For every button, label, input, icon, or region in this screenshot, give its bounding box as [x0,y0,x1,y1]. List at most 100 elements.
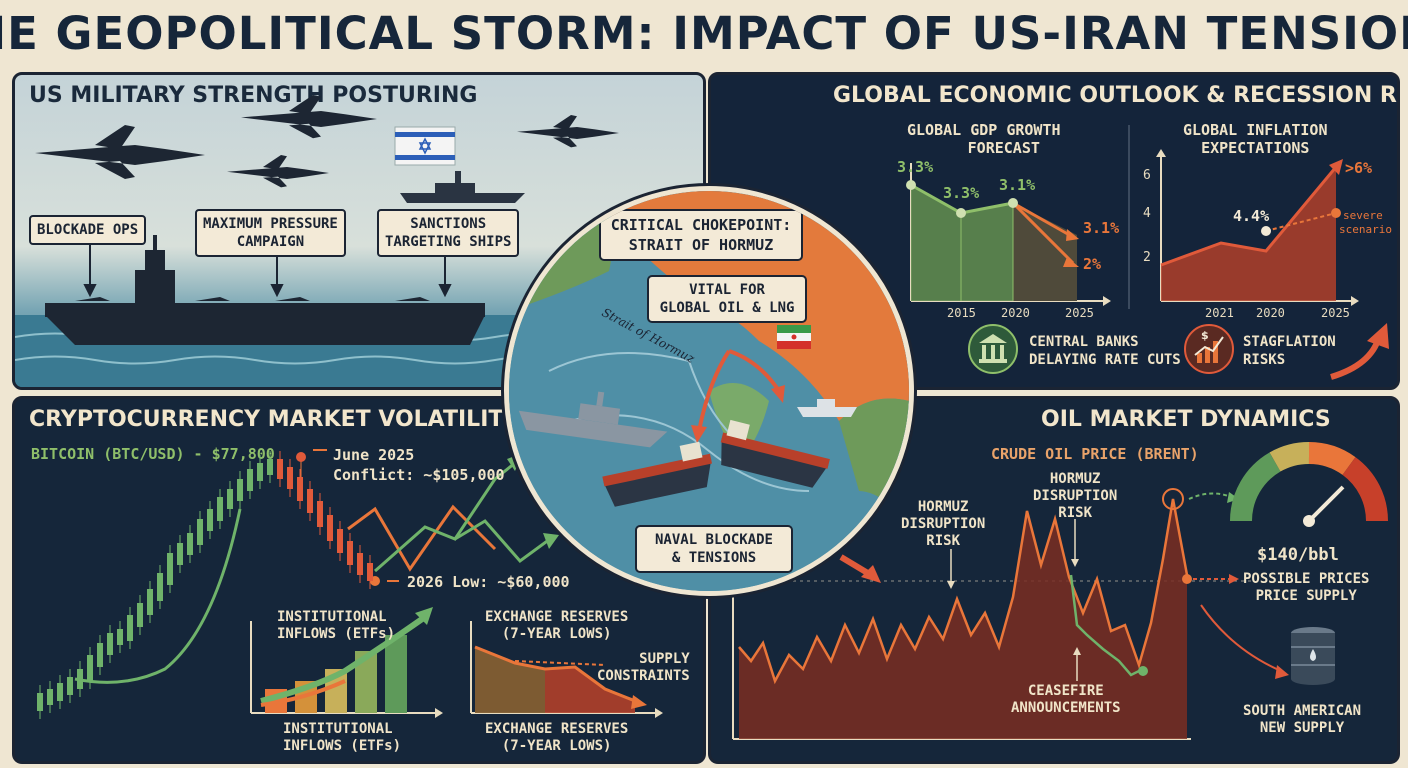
oil-title: OIL MARKET DYNAMICS [1041,407,1331,432]
severe-label: severe [1343,209,1383,222]
candle-body [37,693,43,711]
gdp-title: GLOBAL GDP GROWTH FORECAST [907,121,1061,157]
stagflation-label: STAGFLATION RISKS [1243,334,1336,368]
fighter-jet-icon [35,125,205,179]
naval-blockade-tag: NAVAL BLOCKADE & TENSIONS [635,525,793,573]
hormuz-risk-1-label: HORMUZ DISRUPTION RISK [901,499,986,549]
candle-body [77,669,83,689]
candle-body [227,489,233,509]
candle-body [257,463,263,481]
oil-tanker-icon [602,441,713,507]
candle-body [67,677,73,695]
candle-body [107,633,113,655]
gdp-tick: 2020 [1001,306,1030,320]
inflation-ytick: 4 [1143,206,1151,221]
candle-body [167,553,173,585]
inflation-ytick: 6 [1143,168,1151,183]
ceasefire-label: CEASEFIRE ANNOUNCEMENTS [1011,683,1121,716]
central-banks-label: CENTRAL BANKS DELAYING RATE CUTS [1029,334,1181,368]
possible-prices-label: POSSIBLE PRICES PRICE SUPPLY [1243,571,1370,604]
crypto-title: CRYPTOCURRENCY MARKET VOLATILITY [29,407,520,432]
fighter-jet-icon [241,95,377,139]
candle-body [117,629,123,645]
candle-body [277,459,283,479]
candle-body [147,589,153,615]
candle-body [187,533,193,555]
oil-price-chart [732,441,1388,740]
inflation-ytick: 2 [1143,250,1151,265]
candle-body [157,573,163,601]
candle-body [137,603,143,627]
economy-title: GLOBAL ECONOMIC OUTLOOK & RECESSION RISK… [833,83,1400,108]
inflation-xtick: 2020 [1256,306,1285,320]
gdp-label: 3.3% [897,158,933,176]
gdp-label: 3.1% [999,176,1035,194]
gdp-point [906,180,916,190]
oil-tanker-icon [720,419,830,488]
inflation-point-label: 4.4% [1233,207,1269,225]
candle-body [267,459,273,475]
oil-price-line [738,498,1189,685]
candle-body [337,529,343,553]
patrol-boat-icon [797,399,857,417]
reserves-label: EXCHANGE RESERVES (7-YEAR LOWS) [485,609,629,642]
inflation-area [1161,167,1336,301]
severe-label: scenario [1339,223,1392,236]
fighter-jet-icon [517,115,619,148]
june-2025-annotation: June 2025 Conflict: ~$105,000 [333,446,505,484]
gdp-label: 3.3% [943,184,979,202]
fighter-jet-icon [227,155,329,188]
candle-body [367,563,373,581]
svg-text:$: $ [1201,329,1209,342]
inflation-point [1261,226,1271,236]
page-title: THE GEOPOLITICAL STORM: IMPACT OF US-IRA… [0,6,1408,60]
candle-body [237,479,243,501]
chokepoint-title: CRITICAL CHOKEPOINT: STRAIT OF HORMUZ [599,209,803,261]
inflows-label: INSTITUTIONAL INFLOWS (ETFs) [277,609,396,642]
iran-flag-icon [777,325,811,349]
gdp-chart: 3.3% 3.3% 3.1% 3.1% 2% 2015 2020 2025 6 … [897,125,1392,380]
destroyer-icon [400,171,525,203]
gdp-point [956,208,966,218]
blockade-ops-tag: BLOCKADE OPS [29,215,147,245]
strait-of-hormuz-map: Strait of Hormuz CRITICAL CHOKEPOINT: STR… [504,186,914,596]
bank-icon [968,324,1018,374]
candle-body [87,655,93,681]
btc-candlestick-chart [37,449,663,719]
oil-subtitle: CRUDE OIL PRICE (BRENT) [991,445,1199,463]
candle-body [57,683,63,701]
oil-price-area [739,499,1187,739]
inflation-xtick: 2025 [1321,306,1350,320]
candle-body [177,543,183,565]
south-american-supply-label: SOUTH AMERICAN NEW SUPPLY [1243,703,1362,736]
gdp-area [911,185,1013,301]
gdp-point [1008,198,1018,208]
candle-body [127,615,133,641]
israel-flag-icon [394,126,456,166]
gdp-tick: 2015 [947,306,976,320]
reserves-axis-label: EXCHANGE RESERVES (7-YEAR LOWS) [485,721,629,754]
stagflation-icon: $ [1184,324,1234,374]
maximum-pressure-tag: MAXIMUM PRESSURE CAMPAIGN [195,209,346,257]
hormuz-risk-2-label: HORMUZ DISRUPTION RISK [1033,471,1118,521]
vital-oil-tag: VITAL FOR GLOBAL OIL & LNG [647,275,807,323]
sanctions-tag: SANCTIONS TARGETING SHIPS [377,209,520,257]
oil-price-target: $140/bbl [1257,545,1339,565]
warship-icon [518,391,668,448]
inflation-title: GLOBAL INFLATION EXPECTATIONS [1183,121,1328,157]
candle-body [247,469,253,491]
aircraft-carrier-icon [45,235,485,345]
inflation-peak-label: >6% [1345,159,1372,177]
candle-body [47,689,53,705]
gdp-tick: 2025 [1065,306,1094,320]
inflation-point [1331,208,1341,218]
btc-price-label: BITCOIN (BTC/USD) - $77,800 [31,445,275,463]
candle-body [327,515,333,541]
military-title: US MILITARY STRENGTH POSTURING [29,83,478,108]
gdp-label: 2% [1083,255,1101,273]
candle-body [347,541,353,565]
candle-body [357,553,363,575]
candle-body [197,519,203,545]
candle-body [287,467,293,489]
supply-constraints-label: SUPPLY CONSTRAINTS [597,651,690,684]
